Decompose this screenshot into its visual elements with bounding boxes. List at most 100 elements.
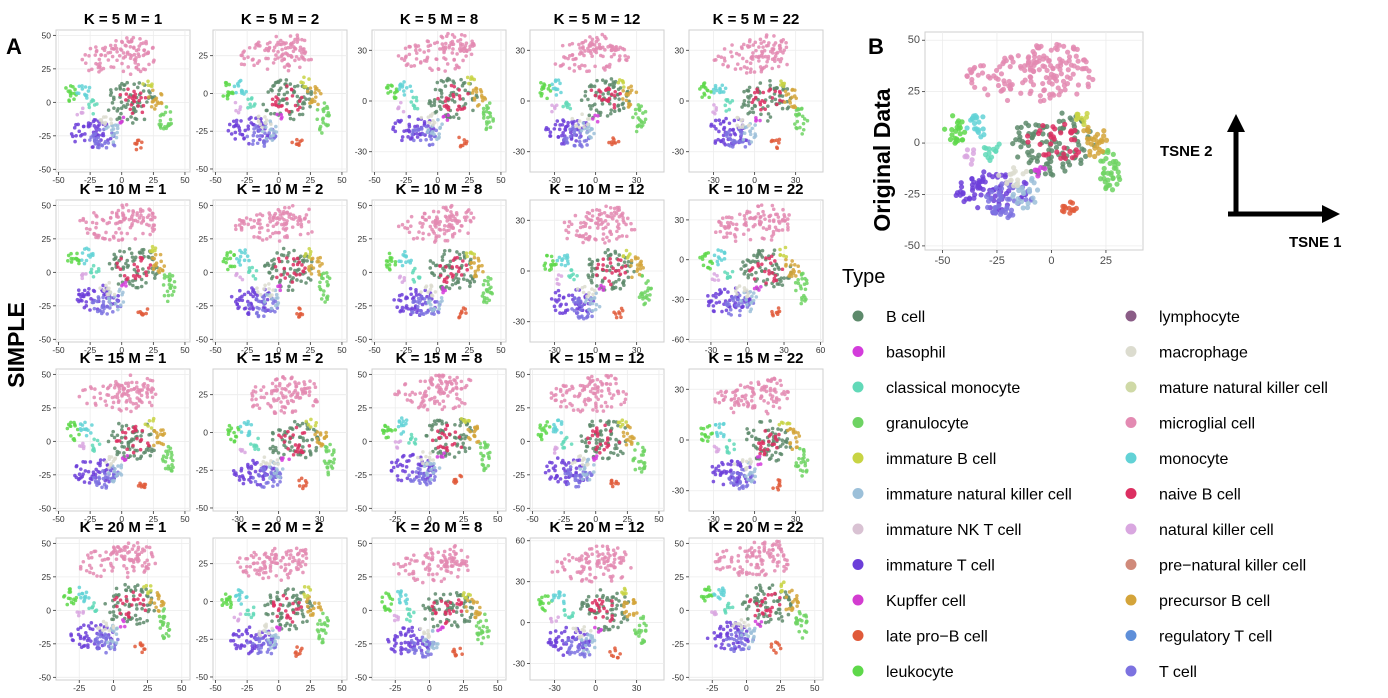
data-point bbox=[446, 76, 450, 81]
data-point bbox=[406, 135, 410, 139]
data-point bbox=[771, 207, 776, 212]
data-point bbox=[601, 288, 606, 292]
data-point bbox=[306, 58, 311, 62]
data-point bbox=[584, 297, 589, 302]
data-point bbox=[740, 46, 744, 51]
data-point bbox=[607, 239, 611, 243]
data-point bbox=[584, 214, 589, 219]
data-point bbox=[106, 51, 110, 55]
data-point bbox=[111, 429, 115, 434]
data-point bbox=[727, 121, 732, 126]
data-point bbox=[445, 118, 450, 122]
data-point bbox=[741, 56, 745, 61]
data-point bbox=[277, 239, 282, 243]
data-point bbox=[152, 443, 156, 448]
data-point bbox=[121, 300, 126, 304]
data-point bbox=[281, 209, 286, 214]
data-point bbox=[285, 235, 289, 240]
data-point bbox=[603, 250, 608, 255]
data-point bbox=[294, 54, 299, 59]
data-point bbox=[457, 65, 461, 70]
data-point bbox=[574, 123, 578, 128]
y-tick-label: 0 bbox=[679, 96, 684, 106]
data-point bbox=[765, 277, 770, 282]
data-point bbox=[436, 96, 440, 101]
data-point bbox=[707, 95, 711, 100]
x-tick-label: 50 bbox=[180, 514, 190, 524]
data-point bbox=[623, 264, 628, 268]
data-point bbox=[286, 45, 290, 50]
data-point bbox=[66, 89, 71, 93]
data-point bbox=[269, 306, 274, 311]
data-point bbox=[241, 219, 245, 223]
data-point bbox=[155, 435, 159, 440]
data-point bbox=[104, 460, 108, 464]
data-point bbox=[103, 53, 108, 58]
data-point bbox=[166, 293, 171, 298]
data-point bbox=[582, 220, 586, 225]
data-point bbox=[85, 401, 89, 406]
data-point bbox=[148, 453, 153, 458]
data-point bbox=[251, 458, 255, 463]
data-point bbox=[286, 446, 290, 451]
data-point bbox=[269, 459, 273, 463]
data-point bbox=[317, 272, 322, 277]
data-point bbox=[290, 94, 295, 98]
data-point bbox=[275, 377, 279, 381]
data-point bbox=[796, 281, 801, 286]
data-point bbox=[575, 300, 579, 305]
data-point bbox=[276, 207, 281, 212]
data-point bbox=[126, 39, 130, 44]
data-point bbox=[253, 46, 257, 50]
data-point bbox=[256, 119, 261, 123]
data-point bbox=[83, 132, 87, 136]
data-point bbox=[322, 436, 327, 441]
data-point bbox=[793, 88, 797, 92]
data-point bbox=[639, 263, 644, 267]
data-point bbox=[464, 54, 468, 58]
data-point bbox=[594, 237, 598, 242]
data-point bbox=[272, 479, 276, 484]
data-point bbox=[572, 296, 577, 300]
data-point bbox=[462, 46, 466, 50]
data-point bbox=[247, 303, 251, 307]
data-point bbox=[555, 299, 559, 304]
data-point bbox=[84, 300, 89, 304]
data-point bbox=[267, 282, 271, 286]
data-point bbox=[551, 262, 555, 267]
data-point bbox=[287, 440, 292, 444]
data-point bbox=[147, 207, 151, 212]
data-point bbox=[725, 134, 729, 139]
data-point bbox=[129, 251, 134, 256]
data-point bbox=[604, 88, 608, 92]
y-tick-label: 25 bbox=[358, 234, 368, 244]
data-point bbox=[279, 409, 284, 413]
data-point bbox=[588, 218, 593, 222]
data-point bbox=[310, 437, 314, 442]
data-point bbox=[111, 310, 115, 314]
data-point bbox=[105, 386, 110, 391]
data-point bbox=[557, 282, 561, 287]
data-point bbox=[165, 124, 170, 128]
data-point bbox=[133, 237, 138, 241]
data-point bbox=[616, 139, 621, 144]
data-point bbox=[276, 40, 280, 45]
data-point bbox=[597, 304, 602, 309]
data-point bbox=[120, 424, 124, 429]
data-point bbox=[706, 265, 710, 270]
data-point bbox=[119, 409, 123, 413]
data-point bbox=[486, 282, 491, 287]
data-point bbox=[264, 237, 269, 241]
data-point bbox=[98, 391, 102, 396]
data-point bbox=[128, 373, 133, 378]
data-point bbox=[146, 387, 151, 392]
data-point bbox=[609, 211, 614, 216]
data-point bbox=[408, 84, 413, 89]
data-point bbox=[80, 106, 85, 111]
data-point bbox=[451, 115, 456, 119]
data-point bbox=[481, 300, 486, 304]
data-point bbox=[425, 55, 430, 60]
data-point bbox=[556, 135, 561, 139]
data-point bbox=[145, 376, 150, 381]
